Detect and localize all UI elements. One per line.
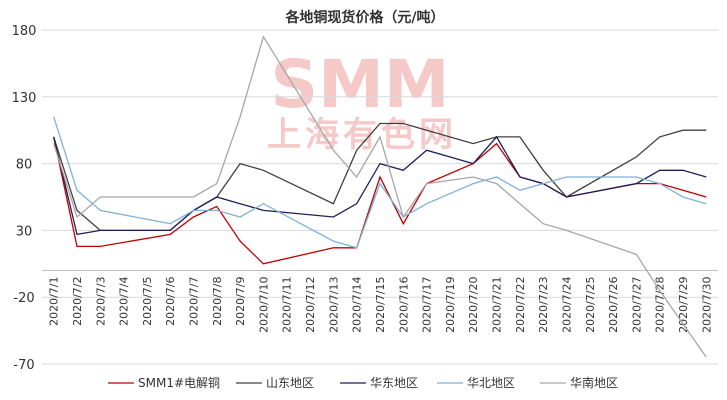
series-line-4 xyxy=(53,35,707,358)
x-tick-label: 2020/7/21 xyxy=(491,276,504,332)
chart-title: 各地铜现货价格（元/吨） xyxy=(284,9,444,26)
x-tick-label: 2020/7/30 xyxy=(700,276,713,332)
series-line-2 xyxy=(53,135,707,236)
x-axis-ticks: 2020/7/1 2020/7/2 2020/7/3 2020/7/4 2020/7/5… xyxy=(48,276,714,332)
x-tick-label: 2020/7/8 xyxy=(211,276,224,325)
legend-label-0: SMM1#电解铜 xyxy=(138,375,220,390)
x-tick-label: 2020/7/24 xyxy=(560,276,573,332)
x-tick-label: 2020/7/25 xyxy=(584,276,597,332)
y-tick-label: -70 xyxy=(13,358,34,373)
x-tick-label: 2020/7/6 xyxy=(164,276,177,325)
x-tick-label: 2020/7/3 xyxy=(94,276,107,325)
series-line-3 xyxy=(53,116,707,249)
watermark: SMM 上海有色网 xyxy=(267,46,457,155)
x-tick-label: 2020/7/7 xyxy=(188,276,201,325)
legend-label-4: 华南地区 xyxy=(570,375,618,390)
legend: SMM1#电解铜 山东地区 华东地区 华北地区 华南地区 xyxy=(108,375,618,390)
x-tick-label: 2020/7/5 xyxy=(141,276,154,325)
x-tick-label: 2020/7/11 xyxy=(281,276,294,332)
x-tick-label: 2020/7/26 xyxy=(607,276,620,332)
x-tick-label: 2020/7/28 xyxy=(654,276,667,332)
x-tick-label: 2020/7/15 xyxy=(374,276,387,332)
y-tick-label: 180 xyxy=(12,24,37,39)
x-tick-label: 2020/7/20 xyxy=(467,276,480,332)
x-tick-label: 2020/7/9 xyxy=(234,276,247,325)
x-tick-label: 2020/7/29 xyxy=(677,276,690,332)
y-tick-label: 30 xyxy=(16,224,33,239)
series-lines xyxy=(53,35,707,358)
y-axis-ticks: 180 130 80 30 -20 -70 xyxy=(12,24,37,373)
x-tick-label: 2020/7/2 xyxy=(71,276,84,325)
x-tick-label: 2020/7/13 xyxy=(327,276,340,332)
x-tick-label: 2020/7/4 xyxy=(118,276,131,325)
x-tick-label: 2020/7/17 xyxy=(421,276,434,332)
legend-label-1: 山东地区 xyxy=(266,376,314,390)
x-tick-label: 2020/7/23 xyxy=(537,276,550,332)
y-tick-label: -20 xyxy=(13,291,34,306)
x-tick-label: 2020/7/19 xyxy=(444,276,457,332)
y-tick-label: 130 xyxy=(12,91,37,106)
x-tick-label: 2020/7/10 xyxy=(257,276,270,332)
legend-label-3: 华北地区 xyxy=(467,376,515,390)
x-tick-label: 2020/7/16 xyxy=(397,276,410,332)
x-tick-label: 2020/7/12 xyxy=(304,276,317,332)
x-tick-label: 2020/7/27 xyxy=(630,276,643,332)
legend-label-2: 华东地区 xyxy=(370,376,418,390)
y-tick-label: 80 xyxy=(16,158,33,173)
x-tick-label: 2020/7/14 xyxy=(351,276,364,332)
x-tick-label: 2020/7/22 xyxy=(514,276,527,332)
watermark-name: 上海有色网 xyxy=(267,115,457,155)
x-tick-label: 2020/7/1 xyxy=(48,276,61,325)
watermark-brand: SMM xyxy=(271,46,450,123)
